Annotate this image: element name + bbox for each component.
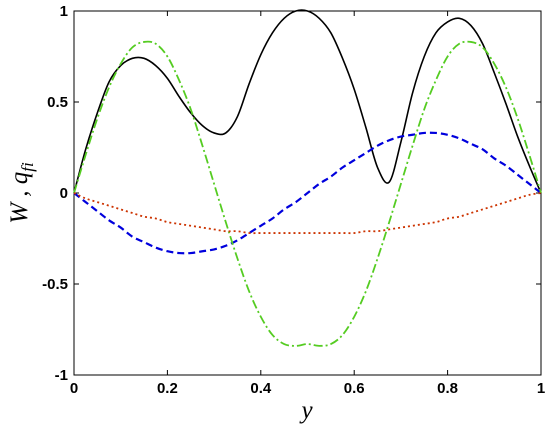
x-tick-labels: 0 0.2 0.4 0.6 0.8 1 (70, 380, 545, 397)
series-line-4 (73, 192, 542, 235)
series-layer (73, 9, 542, 347)
y-axis-label-w: W (6, 201, 33, 224)
y-axis-label-q: q (6, 172, 33, 185)
x-tick-label: 0.6 (344, 380, 365, 397)
y-tick-label: -1 (55, 367, 68, 384)
x-tick-label: 1 (537, 380, 545, 397)
series-line-1 (73, 9, 542, 194)
x-tick-label: 0.2 (157, 380, 178, 397)
y-axis-label-subscript: fi (18, 162, 37, 172)
x-tick-label: 0 (70, 380, 78, 397)
y-tick-label: -0.5 (42, 276, 68, 293)
series-line-2 (73, 131, 542, 255)
y-tick-label: 1 (60, 3, 68, 20)
y-tick-labels: -1 -0.5 0 0.5 1 (42, 3, 68, 384)
y-axis-label-separator: , (6, 184, 33, 203)
x-tick-label: 0.4 (250, 380, 272, 397)
y-axis-label: W , qfi (6, 162, 37, 224)
y-tick-label: 0.5 (47, 94, 68, 111)
x-tick-label: 0.8 (437, 380, 458, 397)
x-axis-label: y (298, 397, 313, 424)
y-tick-label: 0 (60, 185, 68, 202)
